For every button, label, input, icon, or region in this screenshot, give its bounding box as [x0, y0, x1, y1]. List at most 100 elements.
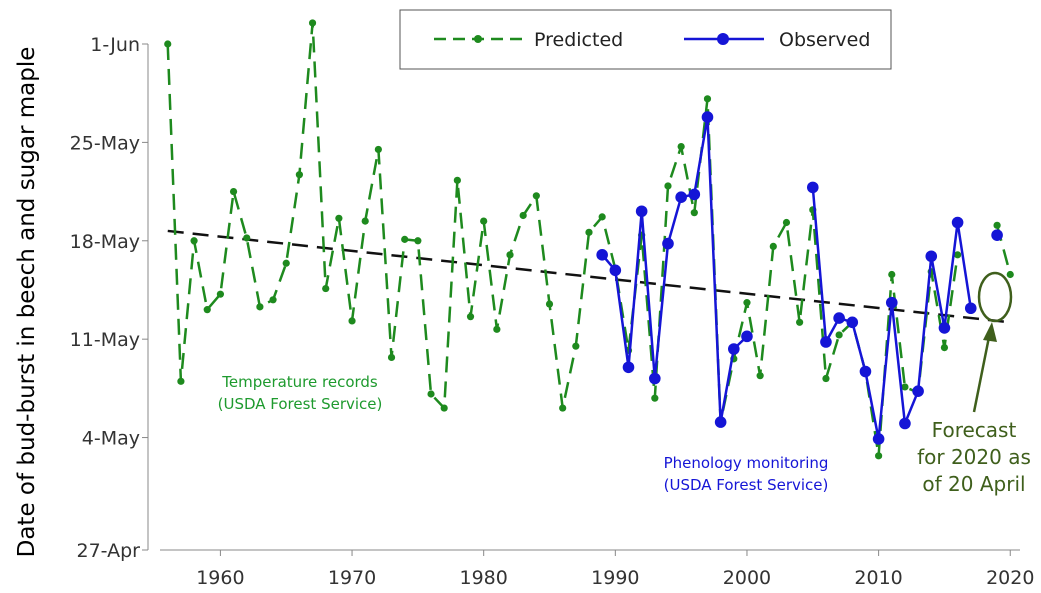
predicted-point — [572, 342, 580, 350]
predicted-point — [545, 300, 554, 308]
observed-point — [806, 181, 819, 194]
predicted-layer — [164, 19, 1014, 460]
observed-point — [859, 365, 872, 378]
observed-point — [701, 111, 714, 123]
observed-point — [964, 302, 977, 315]
y-tick-label: 11-May — [70, 329, 140, 351]
predicted-point — [703, 95, 712, 103]
x-tick-label: 1970 — [328, 567, 376, 589]
predicted-point — [401, 235, 409, 243]
predicted-point — [427, 390, 435, 398]
predicted-point — [256, 303, 264, 311]
predicted-point — [953, 251, 962, 259]
annotation-temperature: Temperature records (USDA Forest Service… — [218, 373, 383, 413]
predicted-point — [559, 404, 567, 412]
predicted-point — [348, 317, 356, 325]
observed-point — [951, 216, 964, 229]
x-tick-label: 1980 — [460, 567, 508, 589]
predicted-point — [440, 404, 448, 412]
observed-point — [872, 433, 885, 445]
forecast-arrow-shaft — [972, 331, 992, 413]
predicted-point — [677, 143, 685, 151]
predicted-point — [322, 284, 330, 293]
predicted-point — [532, 192, 540, 200]
predicted-point — [1006, 270, 1014, 279]
predicted-point — [822, 374, 830, 383]
predicted-point — [993, 221, 1001, 229]
observed-point — [662, 237, 674, 250]
predicted-point — [756, 372, 764, 380]
predicted-point — [243, 234, 251, 242]
predicted-point — [308, 19, 317, 27]
predicted-point — [782, 218, 791, 227]
observed-point — [622, 361, 635, 374]
observed-line — [601, 115, 748, 424]
predicted-point — [374, 145, 382, 154]
predicted-point — [796, 318, 804, 326]
predicted-point — [835, 331, 843, 339]
y-tick-label: 18-May — [70, 231, 140, 253]
predicted-point — [598, 213, 606, 221]
observed-point — [728, 343, 740, 355]
observed-point — [991, 229, 1003, 241]
predicted-point — [888, 270, 896, 279]
x-tick-label: 2000 — [723, 567, 771, 589]
observed-point — [741, 330, 753, 343]
legend: Predicted Observed — [399, 9, 892, 70]
forecast-highlight-circle — [977, 271, 1013, 323]
predicted-point — [506, 251, 514, 259]
x-tick-label: 2020 — [986, 567, 1034, 589]
predicted-point — [229, 187, 238, 196]
annotation-temperature-line-1: Temperature records — [221, 373, 378, 391]
y-axis-ticks: 27-Apr 4-May 11-May 18-May 25-May 1-Jun — [70, 34, 148, 562]
predicted-point — [203, 306, 211, 314]
predicted-point — [664, 182, 672, 190]
legend-observed-swatch-marker — [717, 33, 729, 45]
predicted-point — [335, 214, 343, 222]
x-tick-label: 1960 — [196, 567, 244, 589]
annotation-phenology-line-2: (USDA Forest Service) — [664, 476, 829, 494]
annotation-forecast: Forecast for 2020 as of 20 April — [917, 271, 1031, 496]
observed-point — [688, 188, 701, 201]
observed-point — [635, 205, 648, 218]
predicted-point — [651, 394, 659, 402]
predicted-point — [519, 211, 527, 220]
predicted-point — [769, 242, 777, 250]
axes — [147, 44, 1020, 551]
x-tick-label: 1990 — [591, 567, 639, 589]
predicted-point — [282, 259, 290, 267]
annotation-phenology: Phenology monitoring (USDA Forest Servic… — [664, 454, 829, 494]
trend-line — [167, 229, 1011, 324]
annotation-phenology-line-1: Phenology monitoring — [664, 454, 829, 472]
y-tick-label: 25-May — [70, 132, 140, 154]
observed-point — [833, 312, 845, 324]
predicted-point — [216, 290, 225, 298]
predicted-point — [585, 228, 593, 236]
x-axis-ticks: 1960 1970 1980 1990 2000 2010 2020 — [196, 550, 1034, 589]
legend-observed-label: Observed — [779, 29, 870, 51]
annotation-forecast-line-1: Forecast — [932, 418, 1017, 442]
predicted-point — [190, 237, 198, 245]
annotation-temperature-line-2: (USDA Forest Service) — [218, 395, 383, 413]
observed-point — [885, 296, 898, 309]
observed-point — [596, 249, 608, 261]
observed-point — [675, 191, 687, 204]
predicted-point — [414, 237, 422, 245]
forecast-arrow-head — [983, 322, 997, 342]
observed-layer — [596, 111, 1003, 445]
annotation-forecast-line-3: of 20 April — [922, 472, 1025, 496]
y-axis-label: Date of bud-burst in beech and sugar map… — [14, 47, 40, 558]
observed-point — [846, 316, 859, 329]
x-tick-label: 2010 — [854, 567, 902, 589]
observed-point — [899, 417, 911, 430]
observed-point — [925, 250, 938, 263]
observed-point — [912, 385, 924, 397]
observed-point — [609, 264, 622, 277]
predicted-point — [164, 40, 172, 48]
legend-predicted-swatch-marker — [474, 35, 482, 43]
predicted-point — [361, 217, 369, 225]
predicted-point — [269, 296, 277, 304]
predicted-point — [295, 171, 303, 179]
predicted-point — [466, 313, 475, 321]
